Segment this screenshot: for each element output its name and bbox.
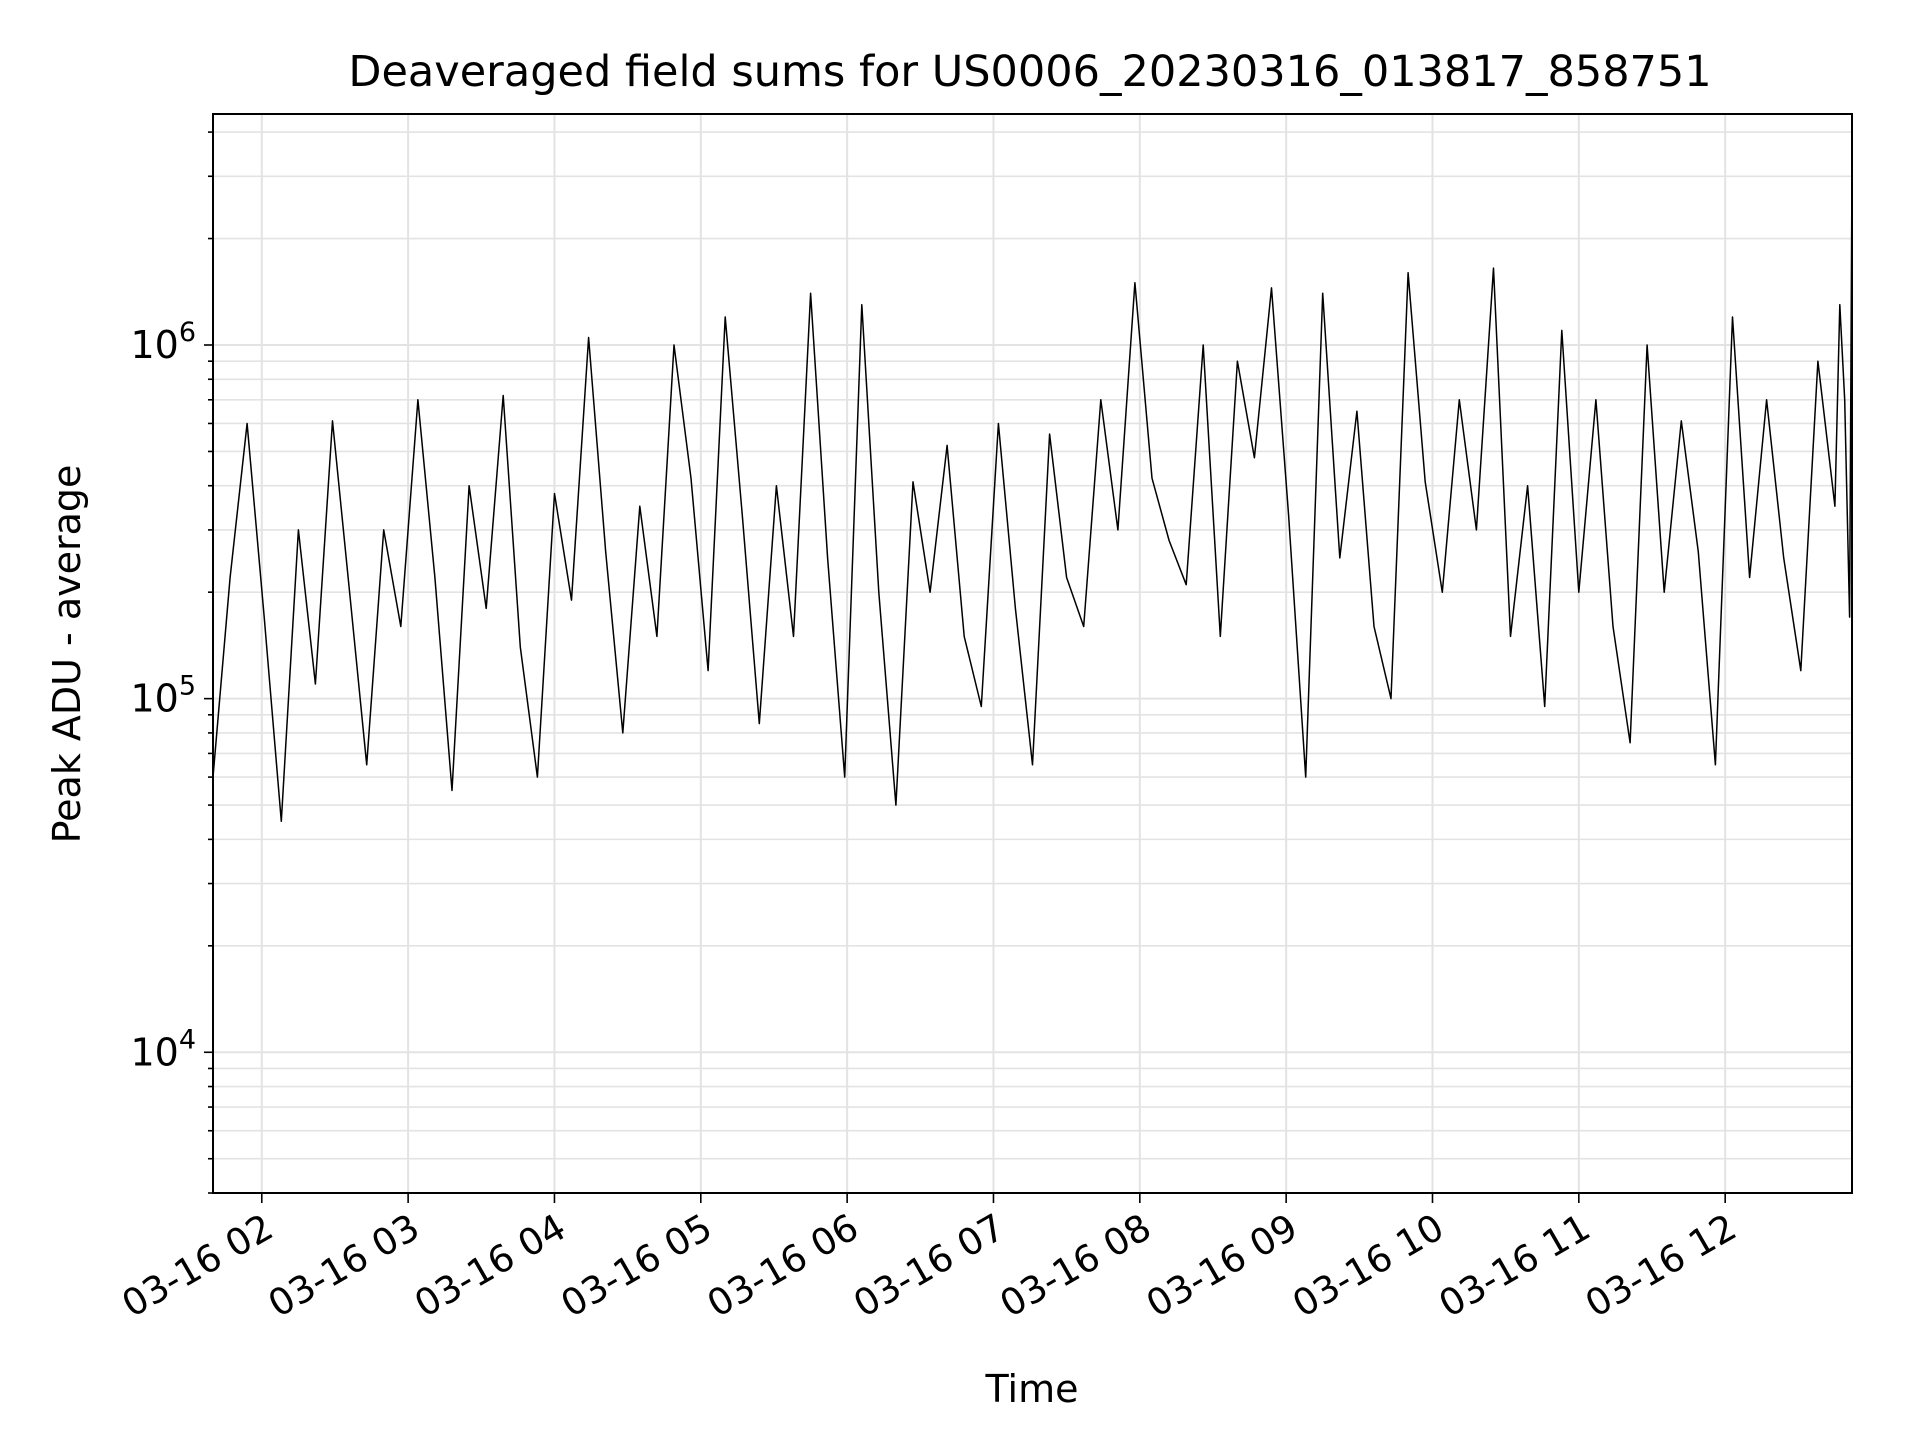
x-tick-label: 03-16 05 — [554, 1206, 720, 1326]
y-tick-label: 104 — [130, 1024, 196, 1074]
y-tick-label: 105 — [130, 671, 196, 721]
y-axis: 104 105 106 — [130, 131, 213, 1194]
x-tick-label: 03-16 07 — [846, 1206, 1012, 1326]
x-tick-label: 03-16 04 — [407, 1206, 573, 1326]
x-tick-label: 03-16 09 — [1139, 1206, 1305, 1326]
series-line — [212, 166, 1853, 823]
x-tick-label: 03-16 08 — [993, 1206, 1159, 1326]
x-tick-label: 03-16 03 — [261, 1206, 427, 1326]
y-tick-label: 106 — [130, 317, 196, 367]
x-axis-label: Time — [985, 1367, 1079, 1411]
x-tick-label: 03-16 12 — [1578, 1206, 1744, 1326]
grid — [213, 114, 1852, 1194]
series-group — [212, 166, 1853, 823]
chart-title: Deaveraged field sums for US0006_2023031… — [348, 47, 1711, 97]
x-tick-label: 03-16 11 — [1432, 1206, 1598, 1326]
x-tick-label: 03-16 10 — [1285, 1206, 1451, 1326]
y-axis-label: Peak ADU - average — [45, 465, 89, 844]
plot-frame — [212, 113, 1853, 1194]
x-tick-label: 03-16 06 — [700, 1206, 866, 1326]
x-tick-label: 03-16 02 — [115, 1206, 281, 1326]
